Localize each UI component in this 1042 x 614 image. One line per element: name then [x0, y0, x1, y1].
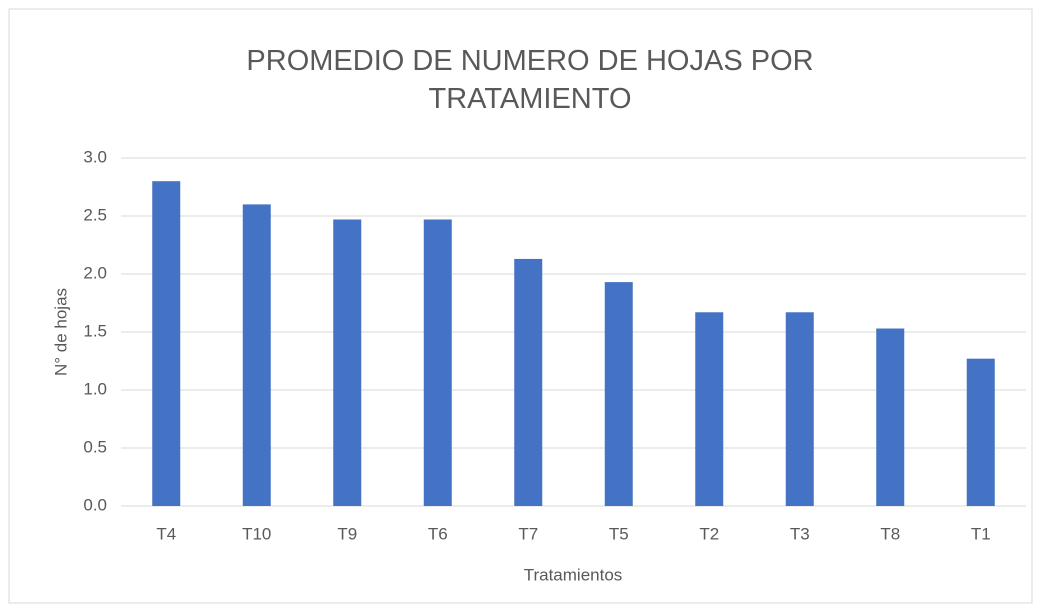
y-axis-label: N° de hojas: [51, 288, 70, 376]
bar: [604, 282, 633, 506]
x-tick-label: T5: [609, 524, 629, 543]
bar: [152, 181, 181, 506]
bar: [966, 358, 995, 506]
bar: [785, 312, 814, 506]
bar: [423, 219, 452, 507]
x-tick-label: T10: [242, 524, 271, 543]
bar: [695, 312, 724, 506]
x-tick-label: T8: [880, 524, 900, 543]
y-tick-label: 1.5: [83, 321, 107, 340]
x-tick-label: T2: [699, 524, 719, 543]
y-tick-label: 3.0: [83, 147, 107, 166]
x-tick-label: T1: [971, 524, 991, 543]
y-tick-label: 2.0: [83, 263, 107, 282]
x-tick-label: T9: [337, 524, 357, 543]
chart-title: PROMEDIO DE NUMERO DE HOJAS POR TRATAMIE…: [246, 45, 814, 115]
x-tick-label: T6: [428, 524, 448, 543]
bar: [876, 328, 905, 506]
x-tick-label: T4: [156, 524, 176, 543]
bar: [333, 219, 362, 507]
bar: [242, 204, 271, 506]
x-axis-label: Tratamientos: [524, 565, 623, 584]
bar: [514, 258, 543, 506]
x-tick-label: T3: [790, 524, 810, 543]
y-tick-label: 0.0: [83, 495, 107, 514]
chart-border: [8, 8, 1033, 604]
y-tick-label: 0.5: [83, 437, 107, 456]
y-tick-label: 2.5: [83, 205, 107, 224]
x-tick-label: T7: [518, 524, 538, 543]
y-tick-label: 1.0: [83, 379, 107, 398]
